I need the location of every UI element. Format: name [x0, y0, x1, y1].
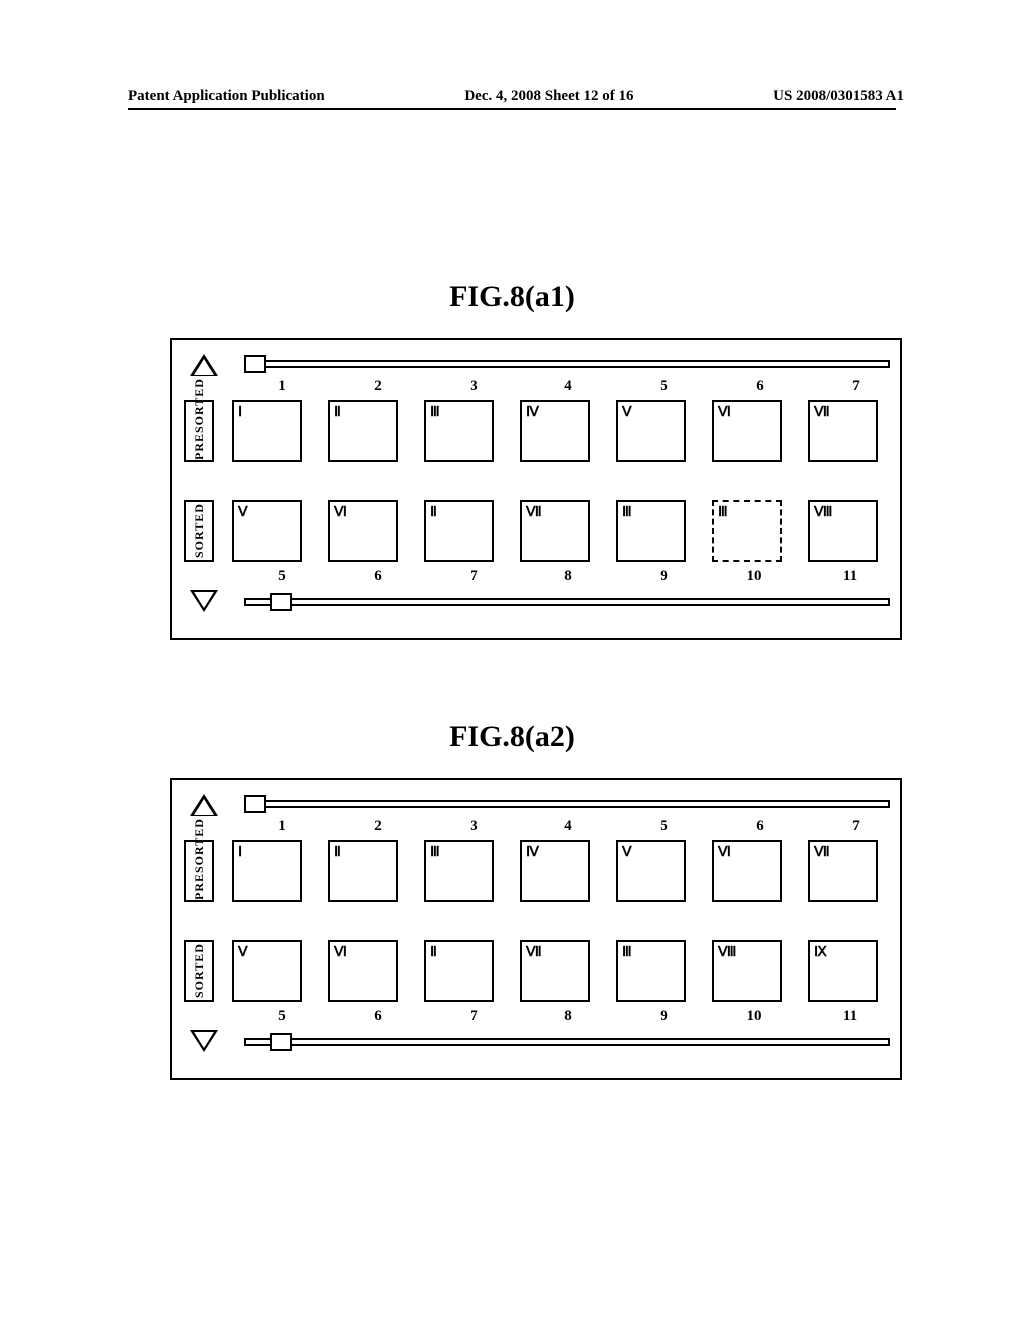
column-number: 8: [558, 568, 578, 585]
cell: Ⅳ: [520, 400, 590, 462]
column-number: 5: [272, 568, 292, 585]
cell: Ⅱ: [424, 940, 494, 1002]
row-label-sorted: SORTED: [184, 500, 214, 562]
cell: Ⅷ: [808, 500, 878, 562]
cell: Ⅵ: [712, 400, 782, 462]
column-number: 7: [464, 568, 484, 585]
cell: Ⅴ: [232, 500, 302, 562]
figure-title: FIG.8(a1): [0, 280, 1024, 314]
cell: Ⅱ: [328, 400, 398, 462]
column-number: 5: [272, 1008, 292, 1025]
slider-top-track[interactable]: [262, 360, 890, 368]
column-number: 11: [840, 1008, 860, 1025]
column-number: 3: [464, 818, 484, 835]
figure-panel: 1234567PRESORTEDⅠⅡⅢⅣⅤⅥⅦSORTEDⅤⅥⅡⅦⅢⅢⅧ5678…: [170, 338, 902, 640]
slider-bottom-track[interactable]: [244, 598, 890, 606]
cell: Ⅷ: [712, 940, 782, 1002]
column-number: 6: [368, 1008, 388, 1025]
column-number: 10: [744, 568, 764, 585]
cell: Ⅵ: [328, 500, 398, 562]
row-label-sorted: SORTED: [184, 940, 214, 1002]
cell: Ⅲ: [616, 500, 686, 562]
column-number: 5: [654, 378, 674, 395]
slider-top-thumb[interactable]: [244, 795, 266, 813]
figure-title: FIG.8(a2): [0, 720, 1024, 754]
sorted-row: ⅤⅥⅡⅦⅢⅢⅧ: [232, 500, 900, 562]
cell: Ⅶ: [808, 840, 878, 902]
cell: Ⅳ: [520, 840, 590, 902]
cell: Ⅴ: [616, 840, 686, 902]
top-number-row: 1 2 3 4 5 6 7: [244, 818, 894, 838]
column-number: 6: [750, 818, 770, 835]
cell: Ⅵ: [328, 940, 398, 1002]
cell: Ⅱ: [328, 840, 398, 902]
cell: Ⅲ: [424, 840, 494, 902]
figure-panel: 1234567PRESORTEDⅠⅡⅢⅣⅤⅥⅦSORTEDⅤⅥⅡⅦⅢⅧⅨ5678…: [170, 778, 902, 1080]
slider-bottom-track[interactable]: [244, 1038, 890, 1046]
column-number: 2: [368, 378, 388, 395]
header-right: US 2008/0301583 A1: [773, 88, 904, 105]
arrow-down-icon: [190, 1030, 218, 1052]
column-number: 5: [654, 818, 674, 835]
cell: Ⅰ: [232, 840, 302, 902]
column-number: 1: [272, 378, 292, 395]
cell: Ⅵ: [712, 840, 782, 902]
column-number: 1: [272, 818, 292, 835]
bottom-number-row: 5 6 7 8 9 10 11: [244, 1008, 894, 1028]
column-number: 7: [464, 1008, 484, 1025]
arrow-down-icon: [190, 590, 218, 612]
slider-top-track[interactable]: [262, 800, 890, 808]
header-left: Patent Application Publication: [128, 88, 325, 105]
presorted-row: ⅠⅡⅢⅣⅤⅥⅦ: [232, 400, 900, 462]
arrow-up-icon: [190, 354, 218, 376]
column-number: 7: [846, 378, 866, 395]
cell: Ⅱ: [424, 500, 494, 562]
cell: Ⅲ: [424, 400, 494, 462]
cell: Ⅴ: [232, 940, 302, 1002]
arrow-up-icon: [190, 794, 218, 816]
column-number: 9: [654, 568, 674, 585]
column-number: 2: [368, 818, 388, 835]
row-label-presorted: PRESORTED: [184, 400, 214, 462]
page-header: Patent Application Publication Dec. 4, 2…: [0, 88, 1024, 105]
row-label-presorted: PRESORTED: [184, 840, 214, 902]
sorted-row: ⅤⅥⅡⅦⅢⅧⅨ: [232, 940, 900, 1002]
presorted-row: ⅠⅡⅢⅣⅤⅥⅦ: [232, 840, 900, 902]
column-number: 10: [744, 1008, 764, 1025]
column-number: 7: [846, 818, 866, 835]
column-number: 6: [368, 568, 388, 585]
column-number: 8: [558, 1008, 578, 1025]
column-number: 6: [750, 378, 770, 395]
column-number: 4: [558, 818, 578, 835]
cell: Ⅰ: [232, 400, 302, 462]
column-number: 9: [654, 1008, 674, 1025]
cell: Ⅴ: [616, 400, 686, 462]
column-number: 11: [840, 568, 860, 585]
header-center: Dec. 4, 2008 Sheet 12 of 16: [464, 88, 633, 105]
cell: Ⅲ: [616, 940, 686, 1002]
slider-bottom-thumb[interactable]: [270, 593, 292, 611]
cell: Ⅲ: [712, 500, 782, 562]
cell: Ⅶ: [808, 400, 878, 462]
cell: Ⅸ: [808, 940, 878, 1002]
slider-bottom-thumb[interactable]: [270, 1033, 292, 1051]
header-rule: [128, 108, 896, 110]
slider-top-thumb[interactable]: [244, 355, 266, 373]
cell: Ⅶ: [520, 940, 590, 1002]
bottom-number-row: 5 6 7 8 9 10 11: [244, 568, 894, 588]
column-number: 4: [558, 378, 578, 395]
column-number: 3: [464, 378, 484, 395]
top-number-row: 1 2 3 4 5 6 7: [244, 378, 894, 398]
cell: Ⅶ: [520, 500, 590, 562]
